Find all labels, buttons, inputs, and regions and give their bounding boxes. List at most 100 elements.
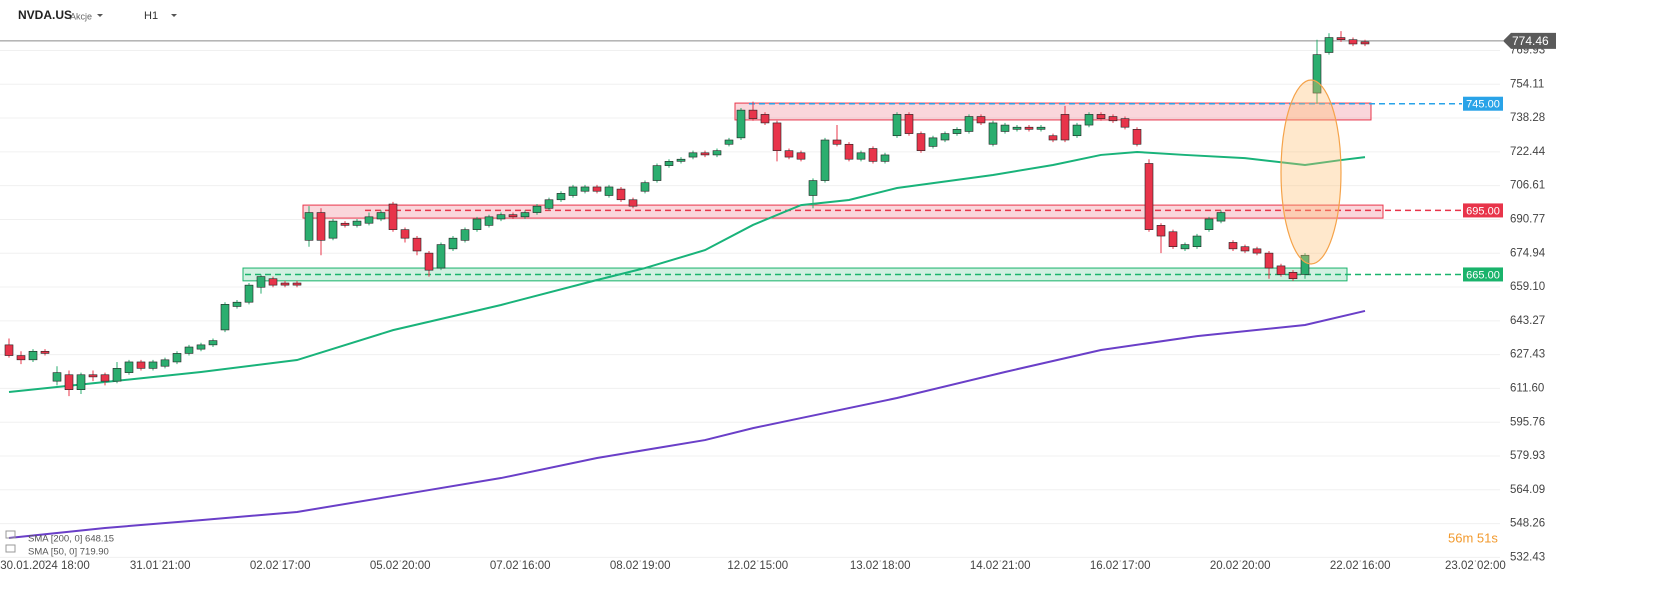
candle-body (100, 374, 110, 382)
candle-body (196, 344, 206, 350)
candle-body (688, 152, 698, 158)
x-tick-label: 02.02 17:00 (250, 560, 311, 572)
dropdown-arrow[interactable] (97, 14, 103, 17)
candle-body (904, 114, 914, 134)
candle-body (532, 205, 542, 213)
y-tick-label: 738.28 (1510, 112, 1545, 124)
candle-body (988, 122, 998, 145)
candle-body (16, 355, 26, 361)
level-label: 745.00 (1466, 99, 1500, 111)
candle-body (388, 203, 398, 230)
price-zone (302, 204, 1384, 219)
candle-body (244, 284, 254, 303)
x-tick-label: 13.02 18:00 (850, 560, 911, 572)
x-tick-label: 22.02 16:00 (1330, 560, 1391, 572)
candle-body (268, 278, 278, 286)
candle-body (1360, 41, 1370, 45)
candle-body (652, 165, 662, 181)
candle-body (52, 372, 62, 382)
candle-body (1264, 252, 1274, 269)
candle-body (112, 368, 122, 382)
candle-body (1108, 116, 1118, 122)
candle-body (664, 161, 674, 166)
candle-body (1036, 126, 1046, 130)
candle-body (1324, 37, 1334, 53)
y-tick-label: 579.93 (1510, 450, 1545, 462)
x-tick-label: 23.02 02:00 (1445, 560, 1506, 572)
candle-body (748, 109, 758, 119)
candle-body (1156, 225, 1166, 237)
candle-body (436, 244, 446, 269)
candle-body (256, 276, 266, 288)
y-tick-label: 611.60 (1510, 382, 1544, 394)
candle-body (544, 199, 554, 209)
y-tick-label: 564.09 (1510, 484, 1545, 496)
candle-body (1336, 37, 1346, 40)
candle-body (928, 137, 938, 147)
y-tick-label: 643.27 (1510, 315, 1545, 327)
candle-body (1312, 54, 1322, 94)
candle-body (484, 216, 494, 226)
candle-body (1072, 124, 1082, 137)
candle-body (640, 182, 650, 192)
candle-body (28, 350, 38, 361)
candle-body (772, 122, 782, 151)
candle-body (1300, 254, 1310, 275)
candle-body (592, 186, 602, 192)
candle-body (4, 344, 14, 356)
candle-body (712, 150, 722, 156)
candle-body (1252, 248, 1262, 254)
dropdown-arrow[interactable] (171, 14, 177, 17)
candle-body (1144, 163, 1154, 230)
y-tick-label: 706.61 (1510, 180, 1545, 192)
level-tag (1463, 267, 1503, 282)
legend-entry: SMA [50, 0] 719.90 (28, 547, 109, 558)
candle-body (1180, 244, 1190, 250)
sma-line (8, 309, 1366, 540)
y-tick-label: 548.26 (1510, 518, 1545, 530)
candle-body (208, 340, 218, 346)
candle-body (628, 199, 638, 207)
candle-body (1192, 235, 1202, 248)
candle-body (328, 220, 338, 239)
x-tick-label: 31.01 21:00 (130, 560, 191, 572)
candle-body (1288, 272, 1298, 280)
last-price-label: 774.46 (1512, 34, 1549, 48)
candle-body (1168, 231, 1178, 248)
candle-body (316, 212, 326, 241)
candle-body (340, 222, 350, 226)
candle-body (880, 154, 890, 162)
candle-body (40, 350, 50, 354)
legend-icon[interactable] (5, 530, 16, 539)
y-tick-label: 674.94 (1510, 247, 1546, 259)
candle-body (580, 186, 590, 192)
level-tag (1463, 96, 1503, 111)
candle-body (1012, 126, 1022, 130)
candle-body (352, 220, 362, 226)
interval[interactable]: H1 (144, 10, 158, 22)
candle-body (400, 229, 410, 239)
candle-body (916, 133, 926, 151)
legend-icon[interactable] (5, 544, 16, 553)
candle-body (1348, 39, 1358, 45)
candle-body (220, 304, 230, 331)
candle-body (832, 139, 842, 145)
candle-body (412, 237, 422, 252)
candle-body (1228, 242, 1238, 250)
legend-entry: SMA [200, 0] 648.15 (28, 534, 114, 545)
candle-body (88, 374, 98, 378)
candle-body (820, 139, 830, 181)
x-tick-label: 16.02 17:00 (1090, 560, 1151, 572)
candle-body (856, 152, 866, 160)
candle-body (940, 133, 950, 141)
candle-body (172, 353, 182, 363)
candle-body (1084, 114, 1094, 126)
candle-body (616, 188, 626, 201)
candle-body (604, 186, 614, 196)
candle-body (1060, 114, 1070, 141)
candle-body (1120, 118, 1130, 128)
y-tick-label: 690.77 (1510, 213, 1545, 225)
candle-body (556, 193, 566, 201)
symbol[interactable]: NVDA.US (18, 8, 72, 22)
candle-body (1276, 265, 1286, 275)
